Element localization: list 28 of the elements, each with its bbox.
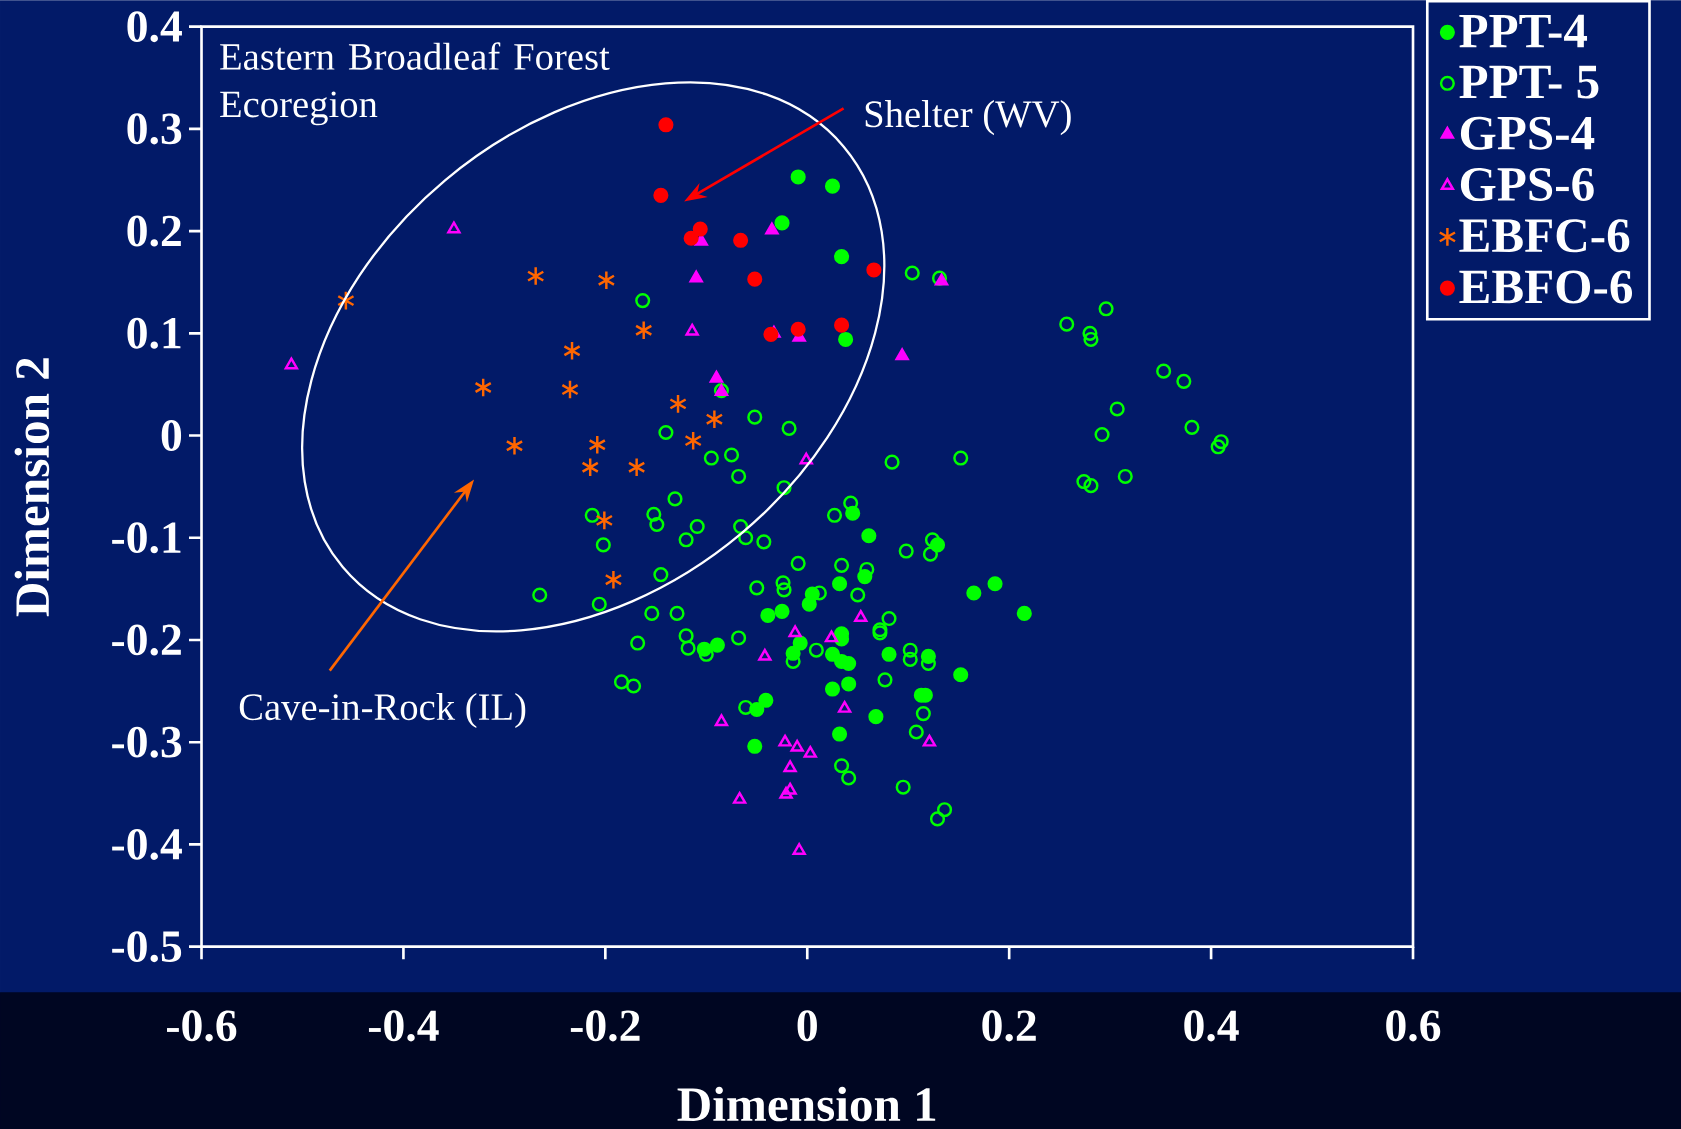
legend-label: EBFO-6 <box>1459 270 1633 304</box>
x-tick-label: -0.2 <box>570 1010 640 1042</box>
x-tick-label: 0.6 <box>1386 1010 1441 1042</box>
y-tick-label: -0.2 <box>112 624 181 656</box>
y-tick-label: -0.3 <box>112 726 182 758</box>
y-tick-label: 0.2 <box>127 215 181 247</box>
x-tick-label: -0.4 <box>368 1010 439 1042</box>
y-tick-label: 0.3 <box>127 113 182 145</box>
x-tick-label: 0.2 <box>982 1010 1036 1042</box>
y-tick-label: -0.5 <box>112 931 182 963</box>
x-tick-label: -0.6 <box>167 1010 237 1042</box>
y-tick-label: 0.1 <box>127 317 181 349</box>
y-tick-label: -0.4 <box>112 828 182 860</box>
annotation: Shelter (WV) <box>865 100 1071 136</box>
x-tick-label: 0.4 <box>1184 1010 1239 1042</box>
annotation: Cave-in-Rock (IL) <box>239 692 526 728</box>
legend-label: GPS-4 <box>1460 116 1595 150</box>
x-axis-title: Dimension 1 <box>677 1086 936 1122</box>
y-tick-label: -0.1 <box>112 522 181 554</box>
legend-label: PPT- 5 <box>1459 65 1599 99</box>
y-tick-label: 0.4 <box>127 11 182 43</box>
legend-label: PPT-4 <box>1459 14 1588 48</box>
x-tick-label: 0 <box>797 1010 817 1042</box>
annotation: Eastern Broadleaf Forest Ecoregion <box>220 42 610 126</box>
legend-label: EBFC-6 <box>1459 219 1630 253</box>
legend-label: GPS-6 <box>1460 167 1594 201</box>
y-tick-label: 0 <box>161 420 182 451</box>
y-axis-title: Dimension 2 <box>14 358 50 617</box>
